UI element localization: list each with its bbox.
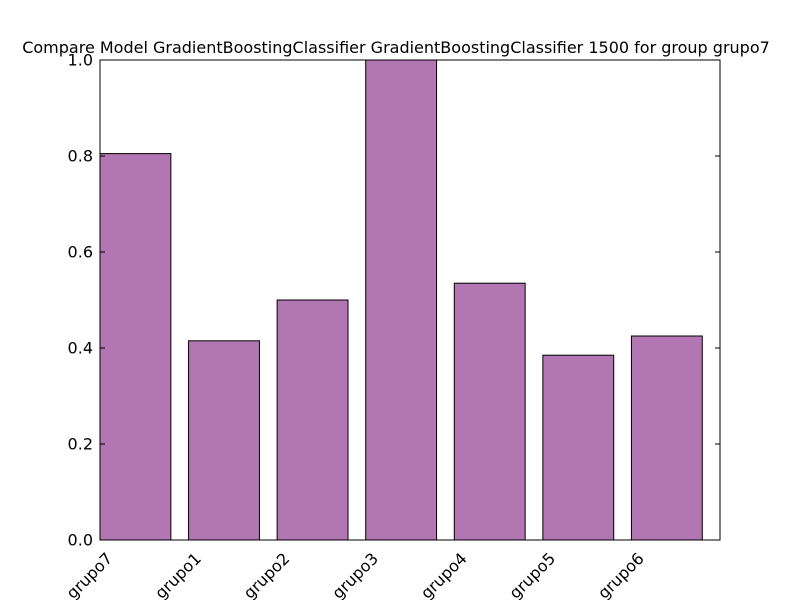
y-tick-label: 0.0: [68, 531, 93, 550]
x-tick-label-grupo2: grupo2: [240, 549, 294, 600]
bar-grupo1: [188, 340, 260, 541]
bar-grupo2: [276, 299, 349, 541]
x-axis: grupo7 grupo1 grupo2 grupo3 grupo4 grupo5 grup…: [63, 549, 648, 603]
bar-grupo3: [365, 59, 438, 541]
x-tick-label-grupo1: grupo1: [151, 549, 205, 600]
x-tick-label-grupo6: grupo6: [594, 549, 648, 600]
x-tick-label-grupo3: grupo3: [328, 549, 382, 600]
plot-frame: [99, 59, 721, 541]
y-tick-label: 0.8: [68, 147, 93, 166]
y-tick-label: 0.6: [68, 243, 93, 262]
x-tick-label-grupo7: grupo7: [63, 549, 117, 600]
bars-layer: [99, 59, 703, 541]
bar-grupo4: [453, 282, 526, 541]
chart-title: Compare Model GradientBoostingClassifier…: [22, 38, 770, 57]
y-tick-label: 1.0: [68, 51, 93, 70]
y-tick-label: 0.2: [68, 435, 93, 454]
y-tick-label: 0.4: [68, 339, 93, 358]
bar-grupo5: [542, 354, 615, 541]
bar-grupo6: [630, 335, 703, 541]
x-tick-label-grupo4: grupo4: [417, 549, 471, 600]
y-axis: 0.0 0.2 0.4 0.6 0.8 1.0: [68, 51, 720, 550]
bar-grupo7: [99, 153, 172, 541]
x-tick-label-grupo5: grupo5: [505, 549, 559, 600]
